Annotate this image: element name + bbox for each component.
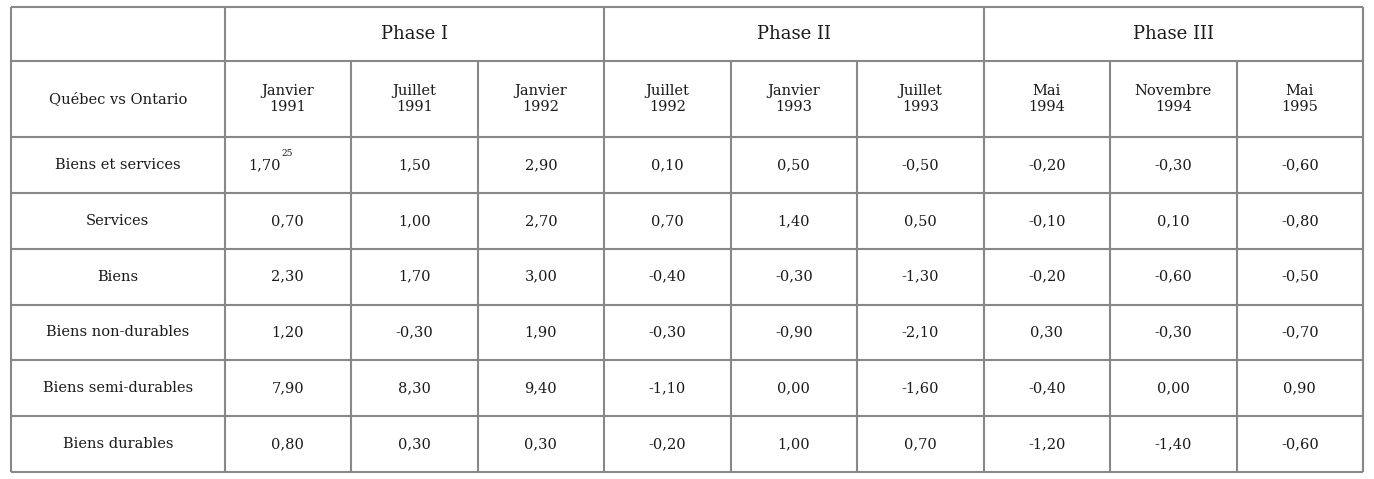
Text: -0,60: -0,60: [1154, 270, 1193, 284]
Text: Services: Services: [87, 214, 150, 228]
Text: -0,60: -0,60: [1281, 437, 1319, 451]
Text: Biens semi-durables: Biens semi-durables: [43, 381, 192, 395]
Text: Biens: Biens: [98, 270, 139, 284]
Text: Phase II: Phase II: [757, 25, 831, 43]
Text: -0,20: -0,20: [1028, 158, 1066, 172]
Text: -1,30: -1,30: [901, 270, 938, 284]
Text: 0,00: 0,00: [778, 381, 811, 395]
Text: 1,00: 1,00: [398, 214, 430, 228]
Text: -0,40: -0,40: [649, 270, 686, 284]
Text: Phase I: Phase I: [381, 25, 448, 43]
Text: 1,50: 1,50: [398, 158, 430, 172]
Text: -0,30: -0,30: [396, 325, 433, 340]
Text: 1,00: 1,00: [778, 437, 811, 451]
Text: -0,50: -0,50: [901, 158, 938, 172]
Text: -1,60: -1,60: [901, 381, 938, 395]
Text: -0,70: -0,70: [1281, 325, 1319, 340]
Text: Janvier
1992: Janvier 1992: [514, 84, 567, 114]
Text: Biens non-durables: Biens non-durables: [47, 325, 190, 340]
Text: -0,30: -0,30: [1154, 158, 1193, 172]
Text: 0,70: 0,70: [651, 214, 684, 228]
Text: -1,40: -1,40: [1154, 437, 1193, 451]
Text: 9,40: 9,40: [525, 381, 556, 395]
Text: -0,20: -0,20: [649, 437, 686, 451]
Text: -0,80: -0,80: [1281, 214, 1319, 228]
Text: 2,30: 2,30: [272, 270, 304, 284]
Text: -0,30: -0,30: [775, 270, 812, 284]
Text: -0,50: -0,50: [1281, 270, 1319, 284]
Text: Juillet
1993: Juillet 1993: [899, 84, 943, 114]
Text: Phase III: Phase III: [1132, 25, 1213, 43]
Text: 1,40: 1,40: [778, 214, 811, 228]
Text: 0,10: 0,10: [651, 158, 684, 172]
Text: Novembre
1994: Novembre 1994: [1135, 84, 1212, 114]
Text: Juillet
1992: Juillet 1992: [646, 84, 690, 114]
Text: 2,70: 2,70: [525, 214, 556, 228]
Text: 3,00: 3,00: [525, 270, 558, 284]
Text: -0,60: -0,60: [1281, 158, 1319, 172]
Text: -1,10: -1,10: [649, 381, 686, 395]
Text: -0,90: -0,90: [775, 325, 812, 340]
Text: 0,50: 0,50: [904, 214, 937, 228]
Text: 8,30: 8,30: [398, 381, 431, 395]
Text: 0,00: 0,00: [1157, 381, 1190, 395]
Text: -1,20: -1,20: [1028, 437, 1065, 451]
Text: 1,90: 1,90: [525, 325, 556, 340]
Text: Québec vs Ontario: Québec vs Ontario: [48, 92, 187, 106]
Text: 1,20: 1,20: [272, 325, 304, 340]
Text: Juillet
1991: Juillet 1991: [393, 84, 437, 114]
Text: Biens et services: Biens et services: [55, 158, 180, 172]
Text: 25: 25: [282, 148, 293, 158]
Text: 0,70: 0,70: [904, 437, 937, 451]
Text: Mai
1995: Mai 1995: [1282, 84, 1318, 114]
Text: 0,90: 0,90: [1283, 381, 1316, 395]
Text: 0,30: 0,30: [398, 437, 431, 451]
Text: -0,10: -0,10: [1028, 214, 1065, 228]
Text: Janvier
1993: Janvier 1993: [768, 84, 820, 114]
Text: Biens durables: Biens durables: [63, 437, 173, 451]
Text: Janvier
1991: Janvier 1991: [261, 84, 315, 114]
Text: 1,70: 1,70: [398, 270, 430, 284]
Text: 0,50: 0,50: [778, 158, 811, 172]
Text: 7,90: 7,90: [272, 381, 304, 395]
Text: 0,10: 0,10: [1157, 214, 1190, 228]
Text: 0,80: 0,80: [272, 437, 304, 451]
Text: 0,30: 0,30: [525, 437, 558, 451]
Text: -0,30: -0,30: [1154, 325, 1193, 340]
Text: Mai
1994: Mai 1994: [1028, 84, 1065, 114]
Text: -2,10: -2,10: [901, 325, 938, 340]
Text: 2,90: 2,90: [525, 158, 556, 172]
Text: -0,40: -0,40: [1028, 381, 1066, 395]
Text: -0,20: -0,20: [1028, 270, 1066, 284]
Text: 1,70: 1,70: [249, 158, 282, 172]
Text: 0,30: 0,30: [1030, 325, 1063, 340]
Text: 0,70: 0,70: [272, 214, 304, 228]
Text: -0,30: -0,30: [649, 325, 686, 340]
